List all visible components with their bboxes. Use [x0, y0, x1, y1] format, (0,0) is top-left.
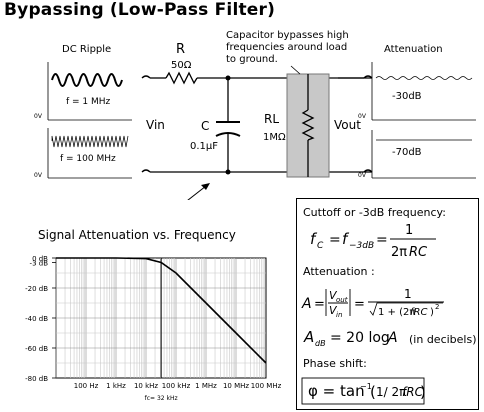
decibels-note: (in decibels)	[409, 333, 477, 346]
load-value: 1MΩ	[263, 132, 286, 143]
svg-text:dB: dB	[315, 339, 326, 348]
svg-text:C: C	[317, 241, 324, 251]
bypass-note-line2: frequencies around load	[226, 42, 348, 53]
capacitor-name: C	[201, 119, 210, 133]
circuit-diagram	[47, 62, 476, 200]
input-ripple-panel	[47, 62, 132, 179]
zero-volt-label-1: 0V	[34, 113, 42, 120]
formula-box: Cuttoff or -3dB frequency: Attenuation :…	[296, 198, 479, 410]
resistor-name: R	[176, 42, 186, 57]
bypass-note-line3: to ground.	[226, 54, 278, 65]
cutoff-equation: f C = f −3dB = 1 2π RC	[310, 223, 436, 260]
output-attenuation-panel	[371, 62, 476, 179]
dc-ripple-label: DC Ripple	[62, 44, 112, 55]
svg-text:f: f	[342, 230, 350, 248]
chart-title: Signal Attenuation vs. Frequency	[38, 228, 236, 242]
capacitor-symbol	[215, 121, 241, 137]
svg-text:=: =	[314, 297, 325, 312]
svg-text:−3dB: −3dB	[349, 241, 374, 251]
svg-text:=: =	[376, 232, 388, 248]
svg-text:out: out	[336, 296, 348, 304]
attenuation-curve	[56, 257, 267, 364]
y-tick-label: -40 dB	[25, 315, 48, 323]
zero-volt-label-4: 0V	[358, 172, 366, 179]
ripple-1mhz-waveform	[51, 73, 123, 87]
svg-text:): )	[420, 383, 426, 401]
y-tick-label: -80 dB	[25, 375, 48, 383]
x-tick-label: 10 MHz	[223, 382, 249, 390]
svg-text:A: A	[387, 330, 398, 346]
svg-text:=: =	[329, 232, 341, 248]
attenuation-equation: A = V out V in = 1 1 + (2π fRC ) 2	[301, 287, 444, 319]
svg-text:=: =	[354, 297, 365, 312]
zero-volt-label-3: 0V	[358, 113, 366, 120]
load-name: RL	[264, 112, 280, 126]
attenuation-chart: 0 dB-3 dB -20 dB -40 dB -60 dB -80 dB 100 Hz 1…	[25, 255, 282, 402]
x-tick-label: 10 kHz	[134, 382, 158, 390]
x-tick-label: 100 MHz	[251, 382, 282, 390]
y-tick-label: -3 dB	[30, 260, 49, 268]
svg-text:1: 1	[405, 223, 413, 238]
svg-text:φ = tan: φ = tan	[308, 382, 365, 400]
x-tick-label: 100 Hz	[74, 382, 99, 390]
svg-text:in: in	[336, 311, 342, 319]
svg-text:1 + (2π: 1 + (2π	[378, 307, 415, 318]
output-top-waveform	[375, 76, 473, 80]
svg-text:A: A	[303, 328, 314, 346]
x-tick-label: 100 kHz	[162, 382, 191, 390]
freq-100mhz-label: f = 100 MHz	[60, 154, 116, 164]
bypass-note-line1: Capacitor bypasses high	[226, 30, 349, 41]
x-tick-label: 1 MHz	[195, 382, 217, 390]
x-tick-label: 1 kHz	[106, 382, 126, 390]
svg-text:1/ 2π: 1/ 2π	[376, 385, 406, 399]
svg-text:f: f	[310, 230, 318, 248]
svg-text:(: (	[370, 383, 376, 401]
svg-text:V: V	[329, 304, 338, 317]
resistor-value: 50Ω	[171, 60, 192, 71]
freq-1mhz-label: f = 1 MHz	[66, 97, 111, 107]
bypass-note: Capacitor bypasses high frequencies arou…	[226, 30, 349, 66]
svg-text:fRC: fRC	[410, 307, 427, 318]
ripple-100mhz-waveform	[51, 135, 129, 148]
phase-equation: φ = tan −1 ( 1/ 2π fRC )	[301, 377, 426, 405]
svg-text:2π: 2π	[391, 245, 407, 260]
zero-volt-label-2: 0V	[34, 172, 42, 179]
atten-30db-label: -30dB	[392, 91, 422, 102]
decibel-equation: A dB = 20 log A	[303, 328, 398, 348]
svg-text:RC: RC	[409, 245, 428, 260]
y-tick-label: -60 dB	[25, 345, 48, 353]
svg-text:V: V	[329, 289, 338, 302]
load-resistor-symbol	[301, 109, 315, 141]
svg-text:fRC: fRC	[402, 385, 424, 399]
resistor-symbol	[165, 71, 198, 85]
y-tick-label: 0 dB	[32, 255, 48, 263]
attenuation-heading: Attenuation :	[303, 265, 375, 278]
svg-text:2: 2	[435, 303, 439, 311]
capacitor-value: 0.1μF	[190, 141, 219, 152]
cutoff-label: fc= 32 kHz	[145, 395, 178, 402]
svg-text:1: 1	[404, 287, 412, 301]
phase-heading: Phase shift:	[303, 357, 367, 370]
vout-label: Vout	[334, 118, 361, 132]
formula-equations: f C = f −3dB = 1 2π RC A = V out V in = …	[301, 223, 444, 405]
y-tick-label: -20 dB	[25, 285, 48, 293]
svg-text:A: A	[301, 296, 312, 312]
cutoff-heading: Cuttoff or -3dB frequency:	[303, 206, 446, 219]
attenuation-label: Attenuation	[384, 44, 443, 55]
svg-text:= 20 log: = 20 log	[330, 330, 390, 346]
page-title: Bypassing (Low-Pass Filter)	[4, 0, 276, 20]
atten-70db-label: -70dB	[392, 147, 422, 158]
svg-text:): )	[430, 307, 434, 318]
vin-label: Vin	[146, 118, 165, 132]
svg-text:−1: −1	[360, 382, 372, 391]
